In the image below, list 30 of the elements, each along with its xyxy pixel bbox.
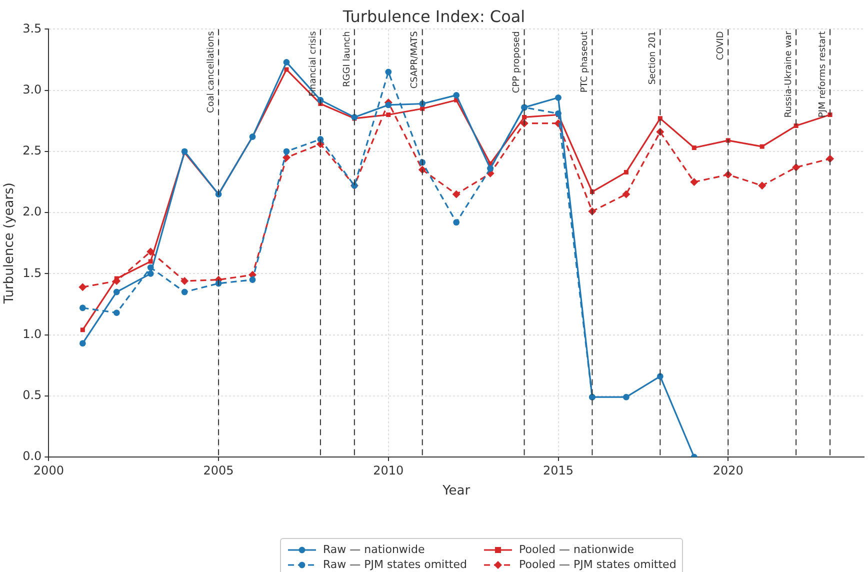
- y-tick-label: 2.5: [22, 144, 42, 158]
- ref-line-label: COVID: [716, 31, 726, 60]
- ref-line-label: PTC phaseout: [580, 30, 590, 93]
- legend-label: Raw — PJM states omitted: [323, 558, 467, 571]
- y-axis-title: Turbulence (years): [2, 182, 18, 305]
- y-tick-label: 1.0: [22, 326, 42, 341]
- chart-title: Turbulence Index: Coal: [342, 6, 526, 26]
- ref-line-label: Russia-Ukraine war: [784, 30, 794, 118]
- ref-line-label: CPP proposed: [512, 31, 522, 94]
- ref-line-label: CSAPR/MATS: [410, 30, 420, 89]
- x-tick-label: 2000: [33, 463, 64, 478]
- ref-line-label: PJM reforms restart: [818, 30, 828, 118]
- y-tick-label: 3.5: [22, 21, 42, 36]
- y-tick-label: 3.0: [22, 82, 42, 96]
- ref-line-label: RGGI launch: [342, 31, 352, 87]
- x-axis-title: Year: [442, 484, 471, 499]
- x-tick-label: 2010: [373, 463, 404, 478]
- x-tick-label: 2015: [542, 463, 574, 478]
- ref-line-label: Section 201: [648, 31, 658, 85]
- y-tick-label: 1.5: [22, 266, 42, 280]
- legend-label: Pooled — nationwide: [518, 543, 634, 556]
- ref-line-label: Coal cancellations: [206, 30, 216, 113]
- legend-label: Pooled — PJM states omitted: [518, 558, 676, 571]
- x-tick-label: 2005: [203, 463, 234, 478]
- y-tick-label: 2.0: [22, 204, 42, 219]
- y-tick-label: 0.0: [22, 449, 42, 464]
- x-tick-label: 2020: [712, 463, 744, 478]
- legend-label: Raw — nationwide: [323, 543, 425, 556]
- y-tick-label: 0.5: [22, 388, 42, 402]
- ref-line-label: Financial crisis: [308, 30, 318, 97]
